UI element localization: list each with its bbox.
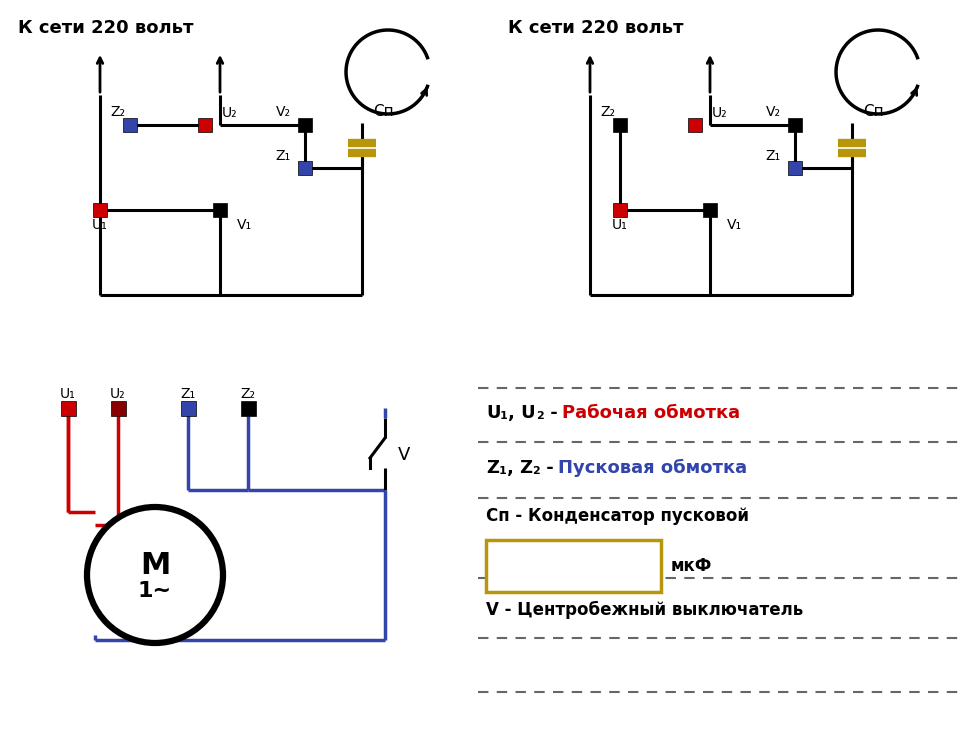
Bar: [213, 203, 227, 217]
Text: 1~: 1~: [138, 581, 172, 601]
Text: M: M: [140, 550, 171, 580]
Bar: [298, 161, 312, 175]
Bar: [61, 400, 75, 416]
Bar: [93, 203, 107, 217]
Text: Пусковая обмотка: Пусковая обмотка: [558, 459, 747, 477]
Text: Z₂: Z₂: [240, 387, 255, 401]
Bar: [298, 118, 312, 132]
Text: Z₁: Z₁: [180, 387, 196, 401]
Text: , U: , U: [508, 404, 536, 422]
Text: U₁: U₁: [60, 387, 76, 401]
Text: V - Центробежный выключатель: V - Центробежный выключатель: [486, 601, 803, 619]
Bar: [180, 400, 196, 416]
Text: 1: 1: [500, 411, 508, 421]
Text: , Z: , Z: [507, 459, 533, 477]
Bar: [240, 400, 255, 416]
Bar: [123, 118, 137, 132]
Text: U₂: U₂: [110, 387, 126, 401]
Text: 2: 2: [532, 466, 540, 476]
Text: V₁: V₁: [727, 218, 742, 232]
Text: V: V: [398, 446, 411, 464]
Text: Z₁: Z₁: [765, 149, 781, 163]
Text: Сп - Конденсатор пусковой: Сп - Конденсатор пусковой: [486, 507, 749, 525]
Bar: [486, 540, 661, 592]
Text: Cп: Cп: [373, 104, 393, 119]
Text: Z₁: Z₁: [276, 149, 291, 163]
Text: Рабочая обмотка: Рабочая обмотка: [562, 404, 740, 422]
Bar: [613, 203, 627, 217]
Text: U₁: U₁: [93, 218, 108, 232]
Text: V₁: V₁: [237, 218, 253, 232]
Text: V₂: V₂: [766, 105, 781, 119]
Circle shape: [87, 507, 223, 643]
Text: Cп: Cп: [863, 104, 884, 119]
Text: -: -: [540, 459, 560, 477]
Text: 2: 2: [536, 411, 544, 421]
Text: U₁: U₁: [612, 218, 628, 232]
Text: 1: 1: [499, 466, 507, 476]
Text: Z₂: Z₂: [601, 105, 615, 119]
Text: U: U: [486, 404, 500, 422]
Text: Z: Z: [486, 459, 499, 477]
Text: V₂: V₂: [276, 105, 291, 119]
Bar: [788, 118, 802, 132]
Bar: [198, 118, 212, 132]
Bar: [688, 118, 702, 132]
Bar: [613, 118, 627, 132]
Text: К сети 220 вольт: К сети 220 вольт: [508, 19, 683, 37]
Text: -: -: [544, 404, 564, 422]
Bar: [703, 203, 717, 217]
Text: мкФ: мкФ: [671, 557, 712, 575]
Text: U₂: U₂: [222, 106, 237, 120]
Bar: [788, 161, 802, 175]
Text: Z₂: Z₂: [111, 105, 125, 119]
Bar: [111, 400, 125, 416]
Text: U₂: U₂: [712, 106, 728, 120]
Text: К сети 220 вольт: К сети 220 вольт: [18, 19, 194, 37]
